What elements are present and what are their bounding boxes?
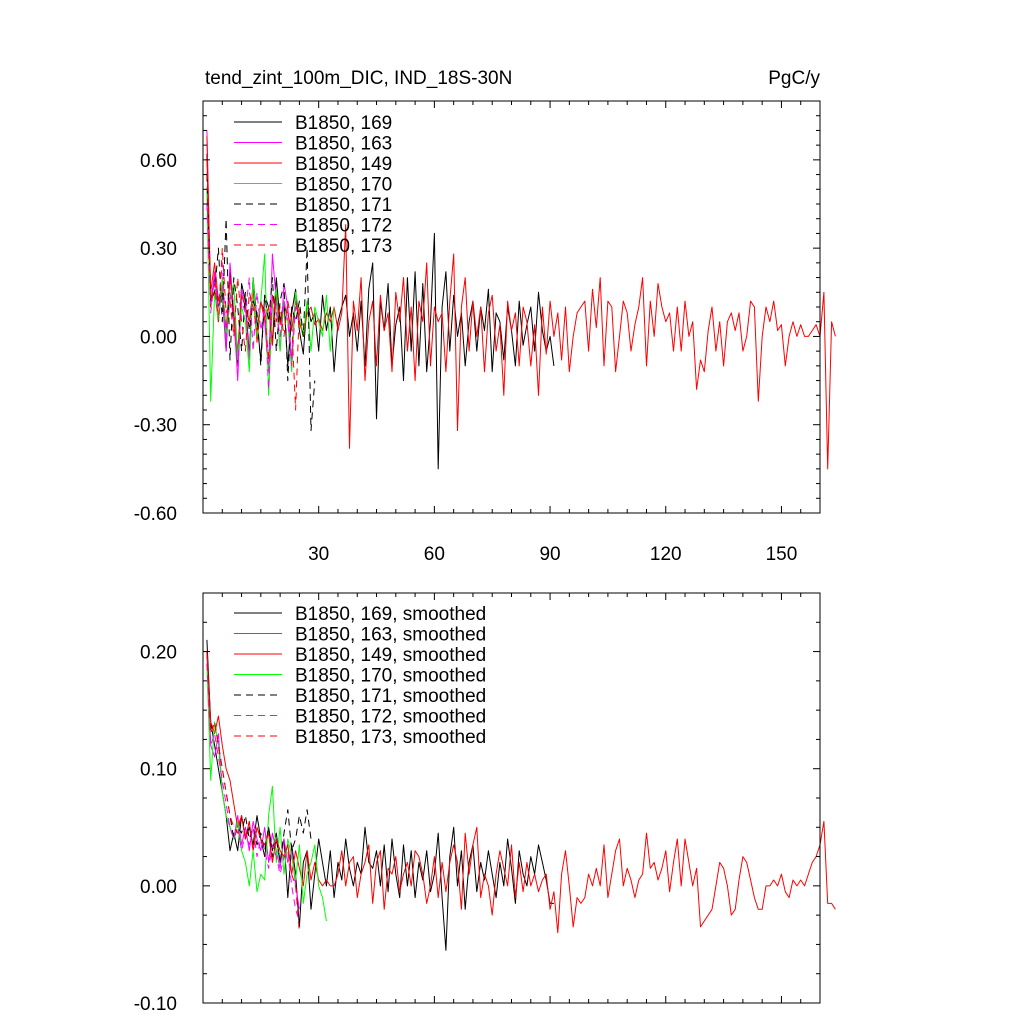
- legend-label: B1850, 149, smoothed: [295, 645, 486, 666]
- top-title-left: tend_zint_100m_DIC, IND_18S-30N: [205, 68, 512, 89]
- legend-label: B1850, 171: [295, 195, 392, 216]
- x-tick-label: 150: [766, 544, 798, 565]
- top-title-right: PgC/y: [768, 68, 820, 89]
- bottom-panel: -0.100.000.100.20 B1850, 169, smoothedB1…: [134, 592, 836, 1015]
- bottom-axes-layer: -0.10 0.00 0.10 0.20: [134, 593, 820, 1015]
- legend-label: B1850, 173, smoothed: [295, 727, 486, 748]
- legend-label: B1850, 163: [295, 134, 392, 155]
- y-tick-label: 0.00: [140, 877, 177, 898]
- y-tick-label: 0.30: [140, 239, 177, 260]
- top-axes-layer: 30 60 90 120 150 -0.60 -0.30 0.00 0.30 0.60: [134, 101, 820, 565]
- y-tick-label: 0.00: [140, 327, 177, 348]
- y-tick-label: 0.20: [140, 643, 177, 664]
- series-line-4: [206, 663, 327, 922]
- y-tick-label: -0.60: [134, 504, 177, 525]
- series-line-7: [206, 651, 300, 933]
- top-series-layer: [206, 130, 836, 470]
- top-panel: tend_zint_100m_DIC, IND_18S-30N PgC/y 30…: [134, 68, 836, 565]
- y-tick-label: -0.30: [134, 416, 177, 437]
- series-line-1: [206, 639, 554, 951]
- y-tick-label: 0.10: [140, 760, 177, 781]
- legend-label: B1850, 169, smoothed: [295, 604, 486, 625]
- y-tick-label: -0.10: [134, 994, 177, 1015]
- x-tick-label: 90: [539, 544, 560, 565]
- series-line-4: [206, 189, 335, 402]
- legend-label: B1850, 172, smoothed: [295, 707, 486, 728]
- legend-label: B1850, 163, smoothed: [295, 625, 486, 646]
- y-tick-label: 0.60: [140, 151, 177, 172]
- legend-label: B1850, 149: [295, 154, 392, 175]
- x-tick-label: 60: [424, 544, 445, 565]
- series-line-6: [206, 203, 300, 390]
- series-line-7: [206, 159, 300, 411]
- legend-label: B1850, 173: [295, 236, 392, 257]
- series-line-3: [206, 651, 836, 934]
- x-tick-label: 120: [650, 544, 682, 565]
- legend-label: B1850, 170: [295, 175, 392, 196]
- series-line-3: [206, 136, 836, 470]
- bottom-series-layer: [206, 639, 836, 951]
- legend-label: B1850, 172: [295, 216, 392, 237]
- legend-label: B1850, 169: [295, 113, 392, 134]
- x-tick-label: 30: [308, 544, 329, 565]
- series-line-5: [206, 651, 312, 863]
- legend-label: B1850, 170, smoothed: [295, 666, 486, 687]
- legend-label: B1850, 171, smoothed: [295, 686, 486, 707]
